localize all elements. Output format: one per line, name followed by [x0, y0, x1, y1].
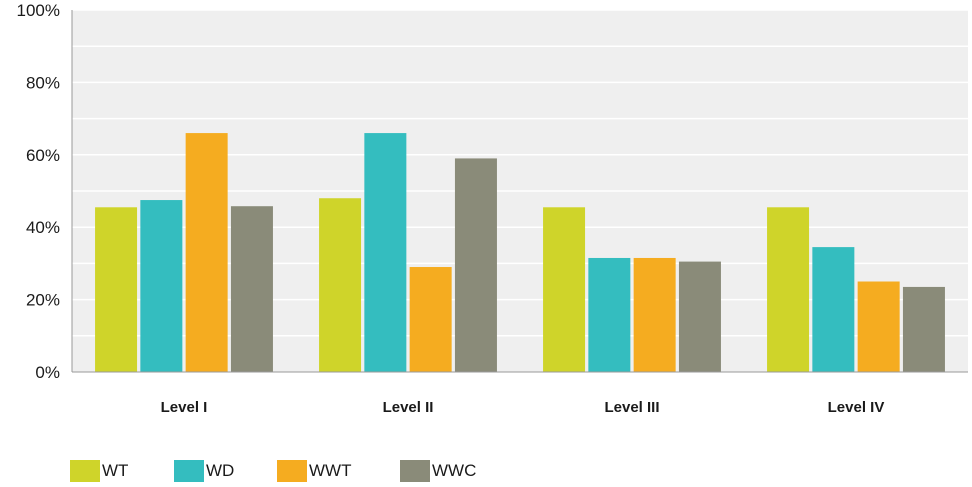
bar-wwc-level-iii: [678, 261, 721, 372]
bar-wwt-level-iii: [633, 257, 676, 372]
legend-swatch-wwc: [400, 460, 430, 482]
x-category-label: Level III: [604, 399, 659, 416]
legend: WT WD WWT WWC: [70, 460, 476, 482]
legend-label-wwt: WWT: [309, 461, 351, 480]
legend-label-wt: WT: [102, 461, 128, 480]
bar-wd-level-iv: [812, 247, 855, 372]
bar-wd-level-iii: [588, 257, 631, 372]
legend-swatch-wwt: [277, 460, 307, 482]
bar-wt-level-iv: [767, 207, 810, 372]
bar-wt-level-iii: [543, 207, 586, 372]
y-tick-label: 80%: [26, 73, 60, 92]
legend-swatch-wd: [174, 460, 204, 482]
y-tick-label: 40%: [26, 218, 60, 237]
bar-wwt-level-i: [185, 133, 228, 372]
x-category-label: Level I: [161, 399, 208, 416]
legend-swatch-wt: [70, 460, 100, 482]
bar-wwc-level-i: [230, 206, 273, 372]
bar-wd-level-ii: [364, 133, 407, 372]
bar-wt-level-i: [95, 207, 138, 372]
y-tick-label: 0%: [35, 363, 60, 382]
bar-wwt-level-iv: [857, 281, 900, 372]
y-tick-label: 20%: [26, 291, 60, 310]
bar-wwc-level-ii: [454, 158, 497, 372]
y-tick-label: 100%: [17, 1, 60, 20]
x-category-label: Level II: [383, 399, 434, 416]
bar-wt-level-ii: [319, 198, 362, 372]
legend-label-wwc: WWC: [432, 461, 476, 480]
y-tick-label: 60%: [26, 146, 60, 165]
bar-wwt-level-ii: [409, 267, 452, 372]
legend-label-wd: WD: [206, 461, 234, 480]
x-axis-categories: Level I Level II Level III Level IV: [161, 399, 885, 416]
bar-wwc-level-iv: [902, 286, 945, 372]
y-axis-ticks: 0% 20% 40% 60% 80% 100%: [17, 1, 60, 382]
bars: [95, 133, 945, 372]
bar-wd-level-i: [140, 200, 183, 372]
x-category-label: Level IV: [828, 399, 885, 416]
